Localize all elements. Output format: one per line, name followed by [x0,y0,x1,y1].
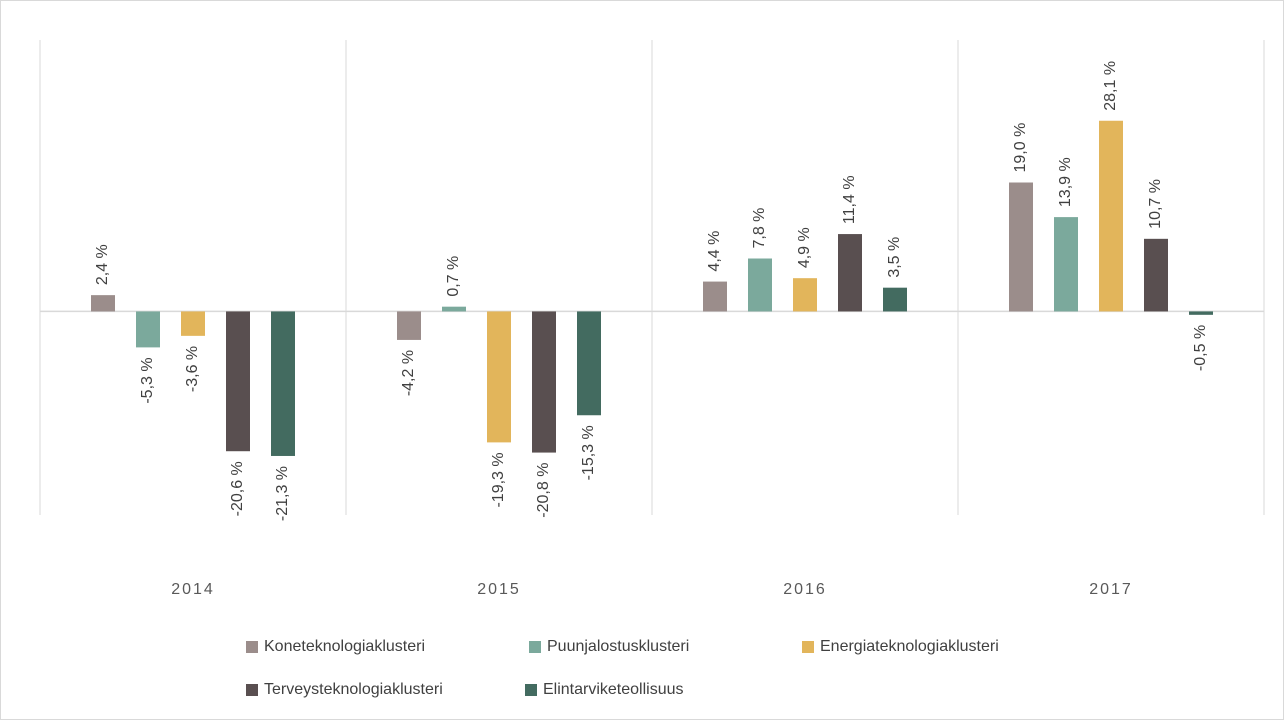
bar [1099,120,1123,312]
bar [793,278,817,312]
bar [136,311,160,348]
legend-swatch [246,684,258,696]
legend-label: Terveysteknologiaklusteri [264,681,443,698]
bar [532,311,556,453]
data-label: 7,8 % [751,208,768,249]
x-tick-label: 2016 [783,581,827,598]
x-tick-label: 2015 [477,581,521,598]
bar [442,306,466,312]
data-label: 0,7 % [445,256,462,297]
data-label: -5,3 % [139,357,156,403]
data-label: -3,6 % [184,346,201,392]
bar [1189,311,1213,315]
legend-swatch [246,641,258,653]
legend-label: Elintarviketeollisuus [543,681,684,698]
data-label: -15,3 % [580,425,597,480]
bar [226,311,250,452]
legend-swatch [802,641,814,653]
data-label: 28,1 % [1102,61,1119,111]
data-label: 4,4 % [706,231,723,272]
bar [91,295,115,312]
bar [1009,182,1033,312]
data-label: 2,4 % [94,244,111,285]
bar [1144,238,1168,312]
data-label: 11,4 % [841,175,858,224]
legend-label: Energiateknologiaklusteri [820,638,999,655]
data-label: 3,5 % [886,237,903,278]
bar [748,258,772,312]
data-label: -20,6 % [229,461,246,516]
data-label: 19,0 % [1012,123,1029,173]
data-label: -4,2 % [400,350,417,396]
legend-label: Koneteknologiaklusteri [264,638,425,655]
bar [838,234,862,312]
data-label: -0,5 % [1192,325,1209,371]
bar [397,311,421,340]
bar [181,311,205,336]
data-label: 4,9 % [796,227,813,268]
legend-swatch [525,684,537,696]
x-tick-label: 2014 [171,581,215,598]
legend-label: Puunjalostusklusteri [547,638,689,655]
data-label: 13,9 % [1057,157,1074,207]
bar [487,311,511,443]
data-label: -20,8 % [535,463,552,518]
bar [1054,217,1078,312]
x-tick-label: 2017 [1089,581,1133,598]
legend-swatch [529,641,541,653]
data-label: -21,3 % [274,466,291,521]
bar [577,311,601,416]
bar [883,287,907,312]
data-label: 10,7 % [1147,179,1164,229]
data-label: -19,3 % [490,452,507,507]
bar [271,311,295,456]
bar [703,281,727,312]
